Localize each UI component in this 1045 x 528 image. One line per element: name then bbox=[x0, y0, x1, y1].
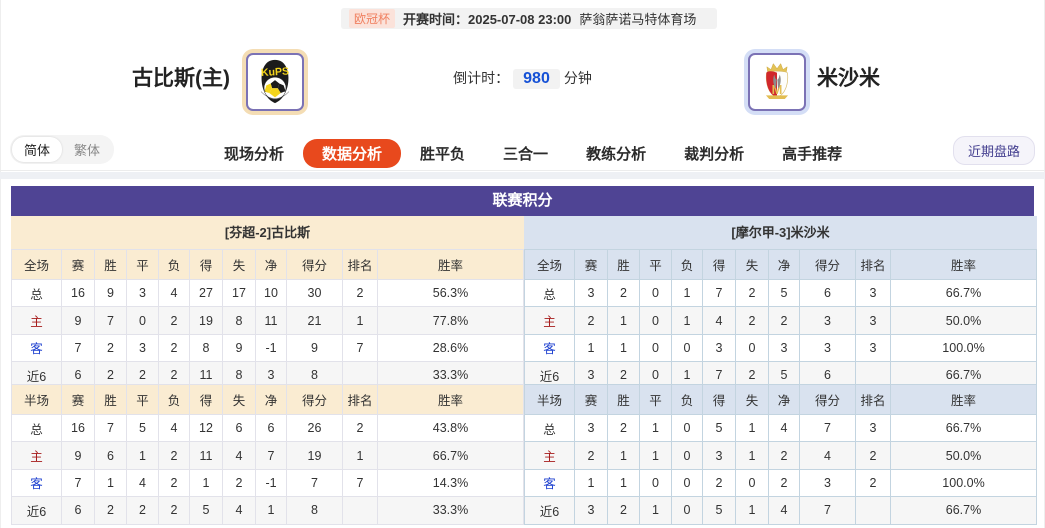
svg-text:M: M bbox=[772, 82, 783, 97]
